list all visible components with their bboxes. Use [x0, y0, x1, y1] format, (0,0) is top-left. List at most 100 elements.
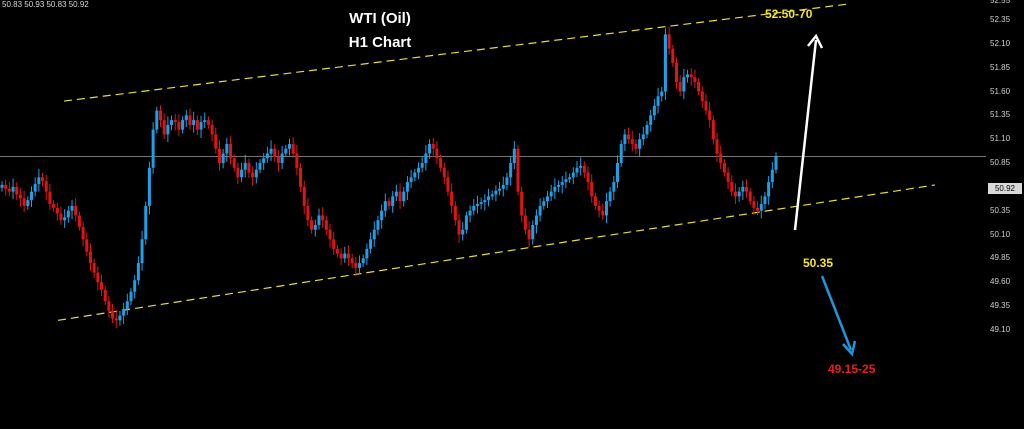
- candle-body: [291, 143, 295, 154]
- candle-body: [140, 239, 144, 264]
- upper-channel-line: [63, 3, 851, 102]
- candle-body: [512, 148, 516, 164]
- candle-body: [593, 196, 597, 206]
- candle-body: [184, 115, 188, 121]
- candle-body: [619, 143, 623, 164]
- candle-body: [37, 177, 41, 184]
- price-tick-label: 52.55: [990, 0, 1011, 5]
- candle-body: [660, 91, 664, 97]
- downside-target-label: 49.15-25: [828, 362, 876, 376]
- candle-body: [280, 153, 284, 164]
- candle-body: [41, 177, 45, 182]
- candle-body: [66, 210, 70, 218]
- candle-body: [151, 129, 155, 168]
- candle-body: [48, 191, 52, 205]
- candle-body: [365, 248, 369, 259]
- candle-body: [70, 205, 74, 211]
- candle-body: [674, 62, 678, 82]
- candle-body: [711, 120, 715, 140]
- candle-body: [195, 120, 199, 130]
- price-tick-label: 51.35: [990, 110, 1011, 120]
- candle-body: [461, 229, 465, 235]
- candle-body: [442, 167, 446, 178]
- upside-arrow-head: [807, 33, 824, 49]
- downside-arrow: [820, 275, 853, 351]
- candle-body: [715, 139, 719, 154]
- candle-body: [623, 134, 627, 144]
- current-price-badge: 50.92: [988, 183, 1022, 194]
- candle-body: [295, 153, 299, 168]
- candle-body: [361, 258, 365, 264]
- candle-body: [774, 156, 778, 170]
- price-tick-label: 49.10: [990, 324, 1011, 334]
- candle-body: [498, 188, 502, 191]
- candle-body: [358, 263, 362, 268]
- downside-arrow-head: [842, 340, 857, 357]
- candle-body: [571, 172, 575, 178]
- candle-body: [236, 167, 240, 178]
- candle-body: [391, 196, 395, 206]
- candle-body: [553, 186, 557, 192]
- candle-body: [199, 122, 203, 130]
- candle-body: [409, 177, 413, 183]
- price-tick-label: 50.35: [990, 205, 1011, 215]
- candle-body: [604, 201, 608, 216]
- candle-body: [63, 217, 67, 221]
- candle-body: [251, 172, 255, 178]
- candle-body: [221, 153, 225, 164]
- candle-body: [575, 167, 579, 173]
- candle-body: [33, 183, 37, 192]
- candle-body: [616, 163, 620, 183]
- candle-body: [667, 34, 671, 49]
- candle-body: [225, 143, 229, 154]
- candle-body: [730, 182, 734, 192]
- candle-body: [247, 163, 251, 173]
- candle-body: [582, 165, 586, 173]
- candle-body: [321, 215, 325, 221]
- candle-body: [210, 124, 214, 135]
- candle-body: [383, 201, 387, 211]
- candle-body: [125, 301, 129, 309]
- candle-body: [181, 120, 185, 130]
- candle-body: [217, 148, 221, 164]
- candle-body: [439, 158, 443, 168]
- candle-body: [147, 167, 151, 206]
- candle-body: [59, 213, 63, 221]
- candle-body: [240, 169, 244, 178]
- candle-body: [557, 184, 561, 187]
- price-tick-label: 50.85: [990, 158, 1011, 168]
- candle-body: [0, 184, 4, 188]
- upside-arrow: [793, 39, 818, 231]
- ohlc-readout: 50.83 50.93 50.83 50.92: [2, 0, 89, 9]
- candle-body: [652, 105, 656, 116]
- candle-body: [114, 318, 118, 321]
- candle-body: [243, 163, 247, 170]
- candle-body: [745, 186, 749, 192]
- candle-body: [545, 196, 549, 202]
- candle-body: [173, 120, 177, 123]
- candle-body: [708, 110, 712, 121]
- candle-body: [700, 91, 704, 102]
- candle-body: [317, 215, 321, 225]
- candle-body: [262, 158, 266, 164]
- candle-body: [85, 239, 89, 252]
- candle-body: [398, 191, 402, 202]
- candle-body: [394, 191, 398, 197]
- price-tick-label: 49.60: [990, 277, 1011, 287]
- candle-body: [129, 291, 133, 302]
- candle-body: [428, 143, 432, 154]
- candle-body: [538, 205, 542, 216]
- candle-body: [649, 115, 653, 125]
- price-tick-label: 49.35: [990, 301, 1011, 311]
- candle-body: [527, 229, 531, 240]
- candle-body: [457, 220, 461, 235]
- candle-body: [697, 81, 701, 92]
- candle-body: [597, 205, 601, 211]
- candle-body: [81, 226, 85, 240]
- candle-body: [22, 198, 26, 206]
- candle-body: [663, 34, 667, 92]
- candle-body: [453, 205, 457, 221]
- candle-body: [612, 182, 616, 192]
- candle-body: [733, 191, 737, 197]
- upside-target-label: 52.50-70: [765, 7, 813, 21]
